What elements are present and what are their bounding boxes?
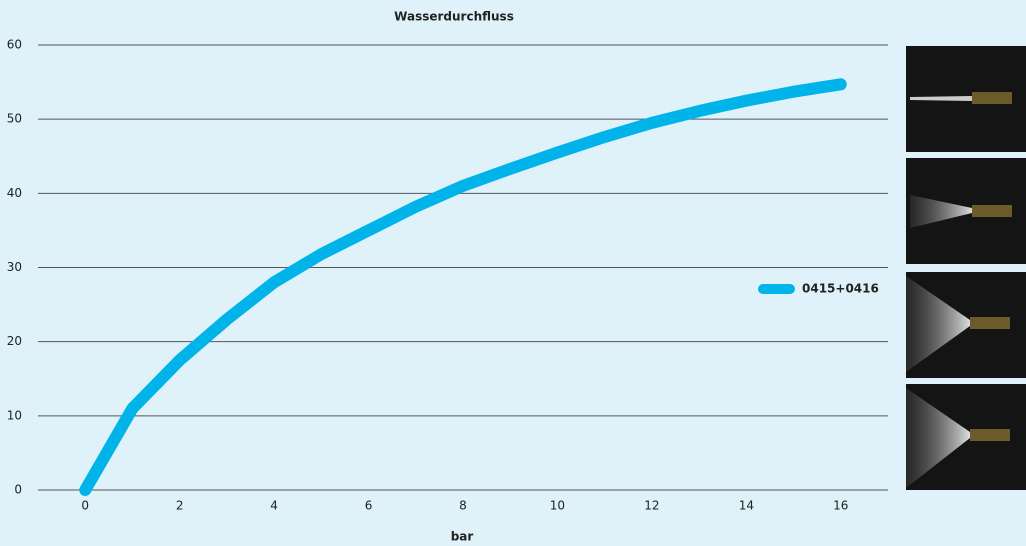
y-tick-label: 0: [14, 483, 22, 497]
photos: [906, 46, 1026, 490]
y-tick-label: 40: [7, 186, 22, 200]
line: [79, 78, 847, 496]
spray: [910, 96, 972, 101]
y-tick-label: 20: [7, 334, 22, 348]
spray: [906, 388, 970, 488]
y-tick-label: 30: [7, 260, 22, 274]
x-tick-label: 6: [365, 499, 373, 513]
x-tick-label: 8: [459, 499, 467, 513]
x-tick-label: 10: [550, 499, 565, 513]
spray: [906, 276, 970, 372]
nozzle: [972, 205, 1012, 217]
spray: [910, 195, 972, 228]
x-tick-label: 0: [81, 499, 89, 513]
x-tick-label: 12: [644, 499, 659, 513]
y-tick-label: 50: [7, 112, 22, 126]
nozzle: [970, 317, 1010, 329]
nozzle: [972, 92, 1012, 104]
x-tick-label: 4: [270, 499, 278, 513]
chart-title: Wasserdurchfluss: [394, 10, 514, 24]
x-axis-label: bar: [451, 530, 474, 544]
y-tick-label: 60: [7, 38, 22, 52]
x-tick-label: 16: [833, 499, 848, 513]
legend-label: 0415+0416: [802, 282, 879, 296]
y-tick-label: 10: [7, 408, 22, 422]
nozzle: [970, 429, 1010, 441]
x-tick-label: 2: [176, 499, 184, 513]
x-tick-label: 14: [739, 499, 754, 513]
